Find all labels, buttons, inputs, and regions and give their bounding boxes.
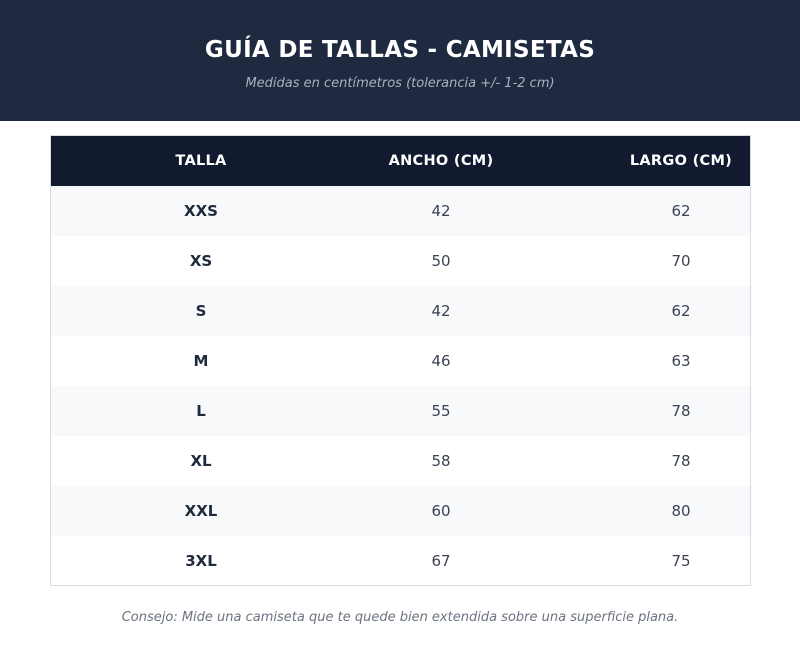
cell-talla: XXL	[184, 502, 218, 520]
cell-largo: 70	[671, 252, 691, 270]
cell-ancho: 55	[431, 402, 451, 420]
table-row: XXL 60 80	[51, 486, 750, 536]
cell-ancho: 60	[431, 502, 451, 520]
cell-ancho: 50	[431, 252, 451, 270]
column-header-ancho: ANCHO (CM)	[388, 153, 494, 169]
cell-talla: L	[196, 402, 206, 420]
cell-talla: M	[193, 352, 209, 370]
cell-talla: XS	[189, 252, 213, 270]
cell-ancho: 58	[431, 452, 451, 470]
cell-talla: 3XL	[185, 552, 217, 570]
measuring-tip: Consejo: Mide una camiseta que te quede …	[121, 610, 679, 625]
cell-ancho: 42	[431, 202, 451, 220]
cell-largo: 80	[671, 502, 691, 520]
cell-ancho: 67	[431, 552, 451, 570]
table-body: XXS 42 62 XS 50 70 S 42 62 M 46 63 L 55 …	[51, 186, 750, 585]
table-row: L 55 78	[51, 386, 750, 436]
table-row: M 46 63	[51, 336, 750, 386]
table-row: 3XL 67 75	[51, 536, 750, 585]
column-header-largo: LARGO (CM)	[629, 153, 733, 169]
cell-largo: 62	[671, 302, 691, 320]
cell-ancho: 46	[431, 352, 451, 370]
cell-talla: XL	[190, 452, 212, 470]
table-row: XS 50 70	[51, 236, 750, 286]
table-row: S 42 62	[51, 286, 750, 336]
cell-largo: 62	[671, 202, 691, 220]
cell-ancho: 42	[431, 302, 451, 320]
page-title: GUÍA DE TALLAS - CAMISETAS	[204, 37, 596, 63]
cell-largo: 63	[671, 352, 691, 370]
cell-largo: 75	[671, 552, 691, 570]
size-table: TALLA ANCHO (CM) LARGO (CM) XXS 42 62 XS…	[50, 135, 751, 586]
cell-talla: S	[195, 302, 207, 320]
table-header: TALLA ANCHO (CM) LARGO (CM)	[51, 136, 750, 186]
column-header-talla: TALLA	[175, 153, 227, 169]
header-banner: GUÍA DE TALLAS - CAMISETAS Medidas en ce…	[0, 0, 800, 121]
cell-largo: 78	[671, 402, 691, 420]
table-row: XL 58 78	[51, 436, 750, 486]
cell-largo: 78	[671, 452, 691, 470]
cell-talla: XXS	[184, 202, 218, 220]
page-subtitle: Medidas en centímetros (tolerancia +/- 1…	[245, 76, 555, 91]
table-row: XXS 42 62	[51, 186, 750, 236]
